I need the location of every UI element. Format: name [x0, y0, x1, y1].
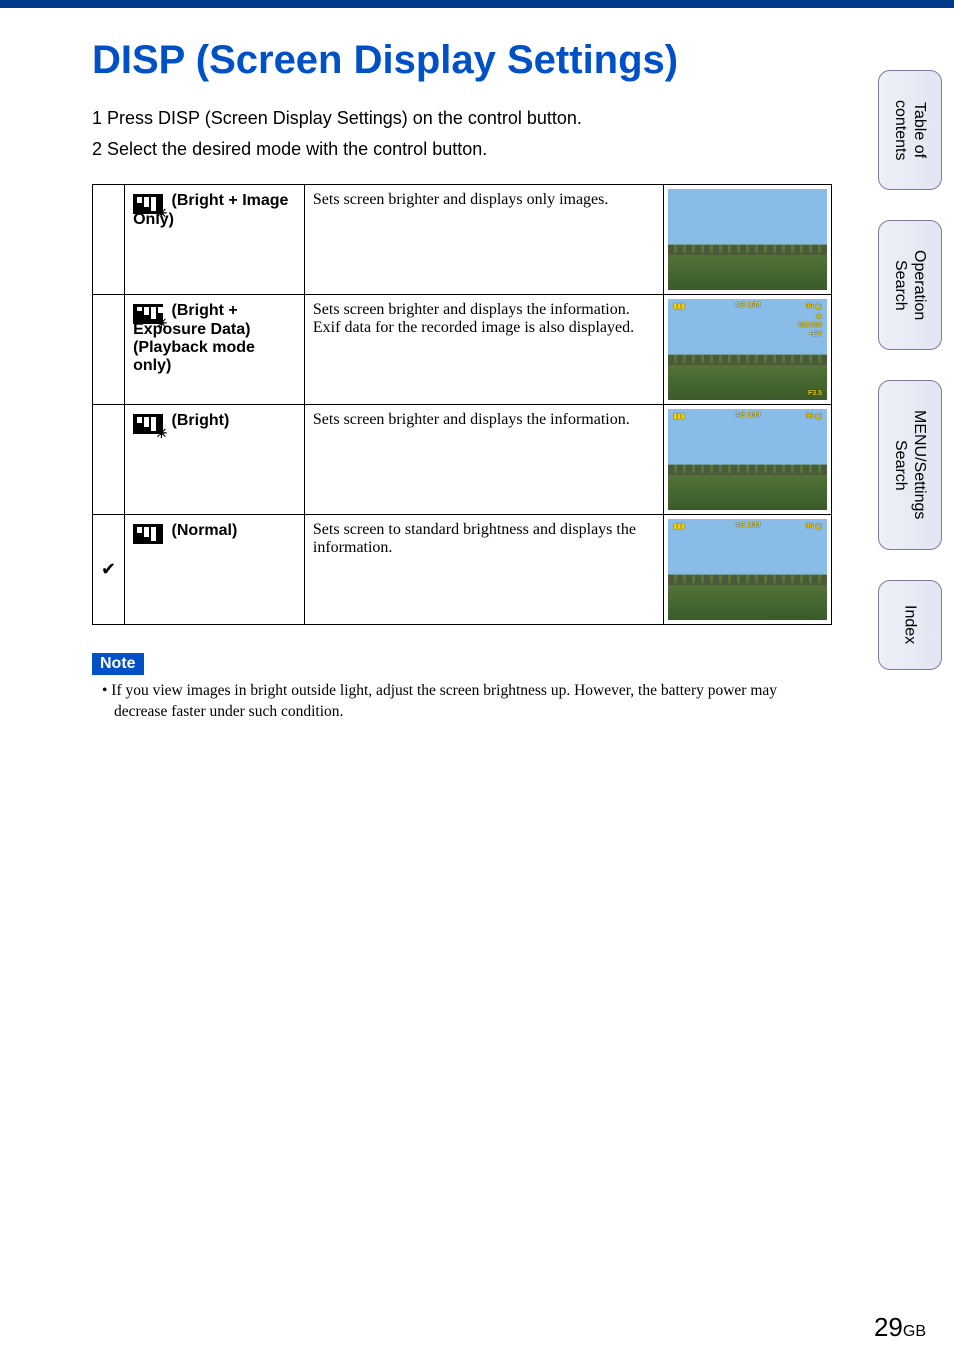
mode-thumbnail: ▮▮▮ 4:3 10M 96 ▢: [664, 405, 832, 515]
sun-icon: ☀: [155, 426, 169, 440]
sun-icon: ☀: [155, 206, 169, 220]
page-title: DISP (Screen Display Settings): [92, 38, 800, 83]
page-number: 29GB: [874, 1312, 926, 1343]
table-row: ☀ (Bright)Sets screen brighter and displ…: [93, 405, 832, 515]
overlay-battery: ▮▮▮: [673, 302, 685, 310]
overlay-f: F3.5: [808, 390, 822, 397]
overlay-size: 4:3 10M: [735, 522, 761, 529]
table-row: ✔ (Normal) Sets screen to standard bright…: [93, 515, 832, 625]
mode-description: Sets screen brighter and displays the in…: [304, 405, 663, 515]
overlay-wb: ☀: [816, 313, 822, 321]
thumbnail-image: ▮▮▮ 4:3 10M 96 ▢ ☀ISO400 +EV F3.5: [668, 299, 827, 400]
overlay-iso: ISO400: [798, 322, 822, 329]
step-2: 2 Select the desired mode with the contr…: [92, 134, 800, 165]
overlay-count: 96 ▢: [806, 522, 822, 530]
thumbnail-image: ▮▮▮ 4:3 10M 96 ▢: [668, 519, 827, 620]
tab-menu-settings-search[interactable]: MENU/Settings Search: [878, 380, 942, 550]
overlay-count: 96 ▢: [806, 302, 822, 310]
tab-operation-search[interactable]: Operation Search: [878, 220, 942, 350]
mode-description: Sets screen to standard brightness and d…: [304, 515, 663, 625]
tab-index[interactable]: Index: [878, 580, 942, 670]
overlay-battery: ▮▮▮: [673, 522, 685, 530]
display-mode-icon: ☀: [133, 304, 163, 324]
mode-thumbnail: [664, 185, 832, 295]
sun-icon: ☀: [155, 316, 169, 330]
mode-label: ☀ (Bright + Exposure Data) (Playback mod…: [125, 295, 305, 405]
table-row: ☀ (Bright + Exposure Data) (Playback mod…: [93, 295, 832, 405]
overlay-size: 4:3 10M: [735, 302, 761, 309]
page-number-value: 29: [874, 1312, 903, 1342]
overlay-count: 96 ▢: [806, 412, 822, 420]
check-cell: [93, 295, 125, 405]
mode-description: Sets screen brighter and displays the in…: [304, 295, 663, 405]
thumbnail-image: [668, 189, 827, 290]
mode-label: (Normal): [125, 515, 305, 625]
mode-thumbnail: ▮▮▮ 4:3 10M 96 ▢: [664, 515, 832, 625]
overlay-battery: ▮▮▮: [673, 412, 685, 420]
note-text: • If you view images in bright outside l…: [92, 681, 800, 723]
modes-table: ☀ (Bright + Image Only)Sets screen brigh…: [92, 184, 832, 625]
mode-label: ☀ (Bright): [125, 405, 305, 515]
step-1: 1 Press DISP (Screen Display Settings) o…: [92, 103, 800, 134]
check-cell: ✔: [93, 515, 125, 625]
mode-label: ☀ (Bright + Image Only): [125, 185, 305, 295]
display-mode-icon: ☀: [133, 194, 163, 214]
mode-label-text: (Bright): [167, 412, 229, 429]
thumbnail-image: ▮▮▮ 4:3 10M 96 ▢: [668, 409, 827, 510]
table-row: ☀ (Bright + Image Only)Sets screen brigh…: [93, 185, 832, 295]
side-tabs: Table of contents Operation Search MENU/…: [878, 70, 942, 670]
overlay-ev: +EV: [809, 331, 822, 338]
check-cell: [93, 405, 125, 515]
page-number-suffix: GB: [903, 1323, 926, 1340]
main-content: DISP (Screen Display Settings) 1 Press D…: [0, 8, 840, 723]
tab-toc[interactable]: Table of contents: [878, 70, 942, 190]
mode-thumbnail: ▮▮▮ 4:3 10M 96 ▢ ☀ISO400 +EV F3.5: [664, 295, 832, 405]
top-bar: [0, 0, 954, 8]
note-label: Note: [92, 653, 144, 675]
display-mode-icon: ☀: [133, 414, 163, 434]
mode-label-text: (Normal): [167, 522, 237, 539]
overlay-size: 4:3 10M: [735, 412, 761, 419]
display-mode-icon: [133, 524, 163, 544]
check-cell: [93, 185, 125, 295]
steps: 1 Press DISP (Screen Display Settings) o…: [92, 103, 800, 164]
mode-description: Sets screen brighter and displays only i…: [304, 185, 663, 295]
